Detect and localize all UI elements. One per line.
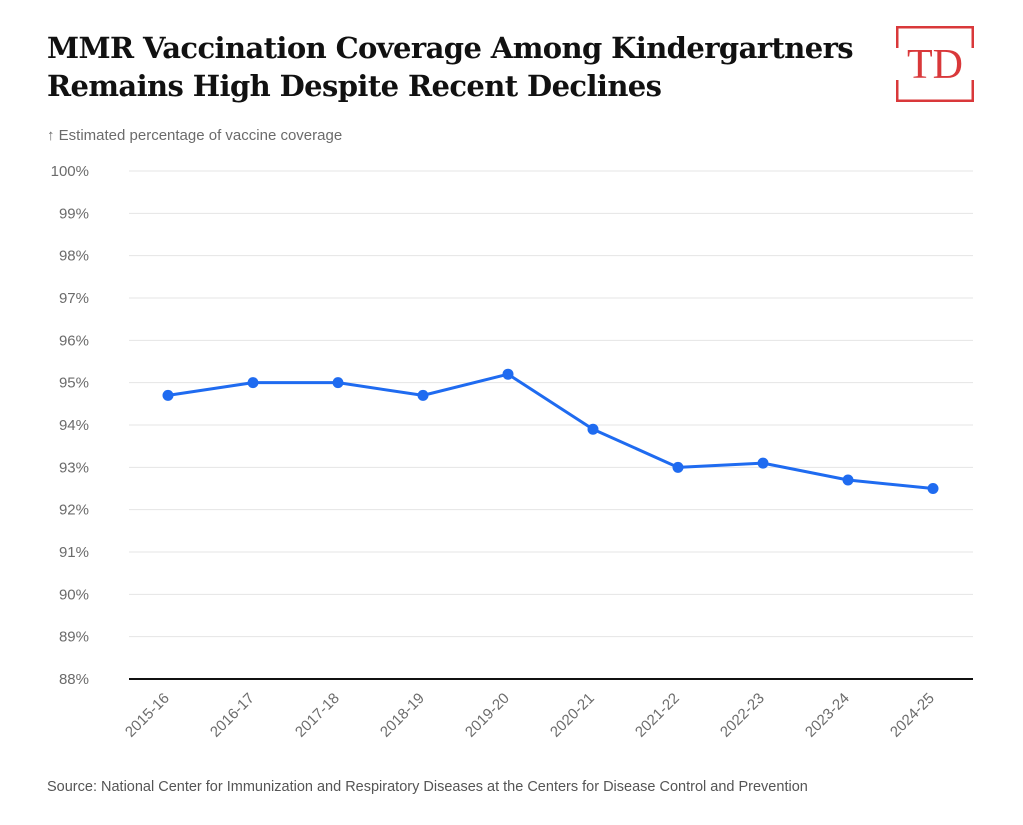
td-logo: TD [896, 26, 974, 102]
data-point [672, 461, 684, 473]
data-point [247, 377, 259, 389]
data-point [417, 389, 429, 401]
x-tick-label: 2020-21 [547, 690, 598, 741]
chart-title: MMR Vaccination Coverage Among Kindergar… [47, 31, 854, 103]
x-tick-label: 2017-18 [292, 690, 343, 741]
y-tick-label: 88% [59, 671, 89, 688]
y-tick-label: 90% [59, 586, 89, 603]
y-tick-label: 100% [51, 163, 89, 180]
y-tick-label: 95% [59, 375, 89, 392]
data-point [842, 474, 854, 486]
x-tick-label: 2021-22 [632, 690, 683, 741]
data-point [162, 389, 174, 401]
y-axis-label: ↑ Estimated percentage of vaccine covera… [47, 127, 343, 144]
data-point [587, 423, 599, 435]
logo-text: TD [907, 42, 963, 88]
y-tick-label: 98% [59, 248, 89, 265]
y-tick-label: 94% [59, 417, 89, 434]
data-point [332, 377, 344, 389]
y-tick-label: 99% [59, 205, 89, 222]
line-chart: 100% 99% 98% 97% 96% 95% 94% 93% 92% 91% 90% 89% 88%… [51, 163, 973, 741]
source-note: Source: National Center for Immunization… [47, 779, 808, 795]
x-tick-label: 2024-25 [887, 690, 938, 741]
data-point [927, 483, 939, 494]
data-point [502, 368, 514, 380]
data-point [757, 457, 769, 469]
y-tick-label: 92% [59, 502, 89, 519]
x-tick-label: 2018-19 [377, 690, 428, 741]
x-tick-label: 2015-16 [122, 690, 173, 741]
y-tick-label: 91% [59, 544, 89, 561]
y-tick-label: 89% [59, 629, 89, 646]
x-tick-label: 2016-17 [207, 690, 258, 741]
y-tick-label: 97% [59, 290, 89, 307]
x-tick-label: 2022-23 [717, 690, 768, 741]
x-tick-label: 2019-20 [462, 690, 513, 741]
y-tick-label: 96% [59, 332, 89, 349]
x-tick-label: 2023-24 [802, 690, 853, 741]
y-tick-label: 93% [59, 459, 89, 476]
series-line [167, 372, 934, 490]
